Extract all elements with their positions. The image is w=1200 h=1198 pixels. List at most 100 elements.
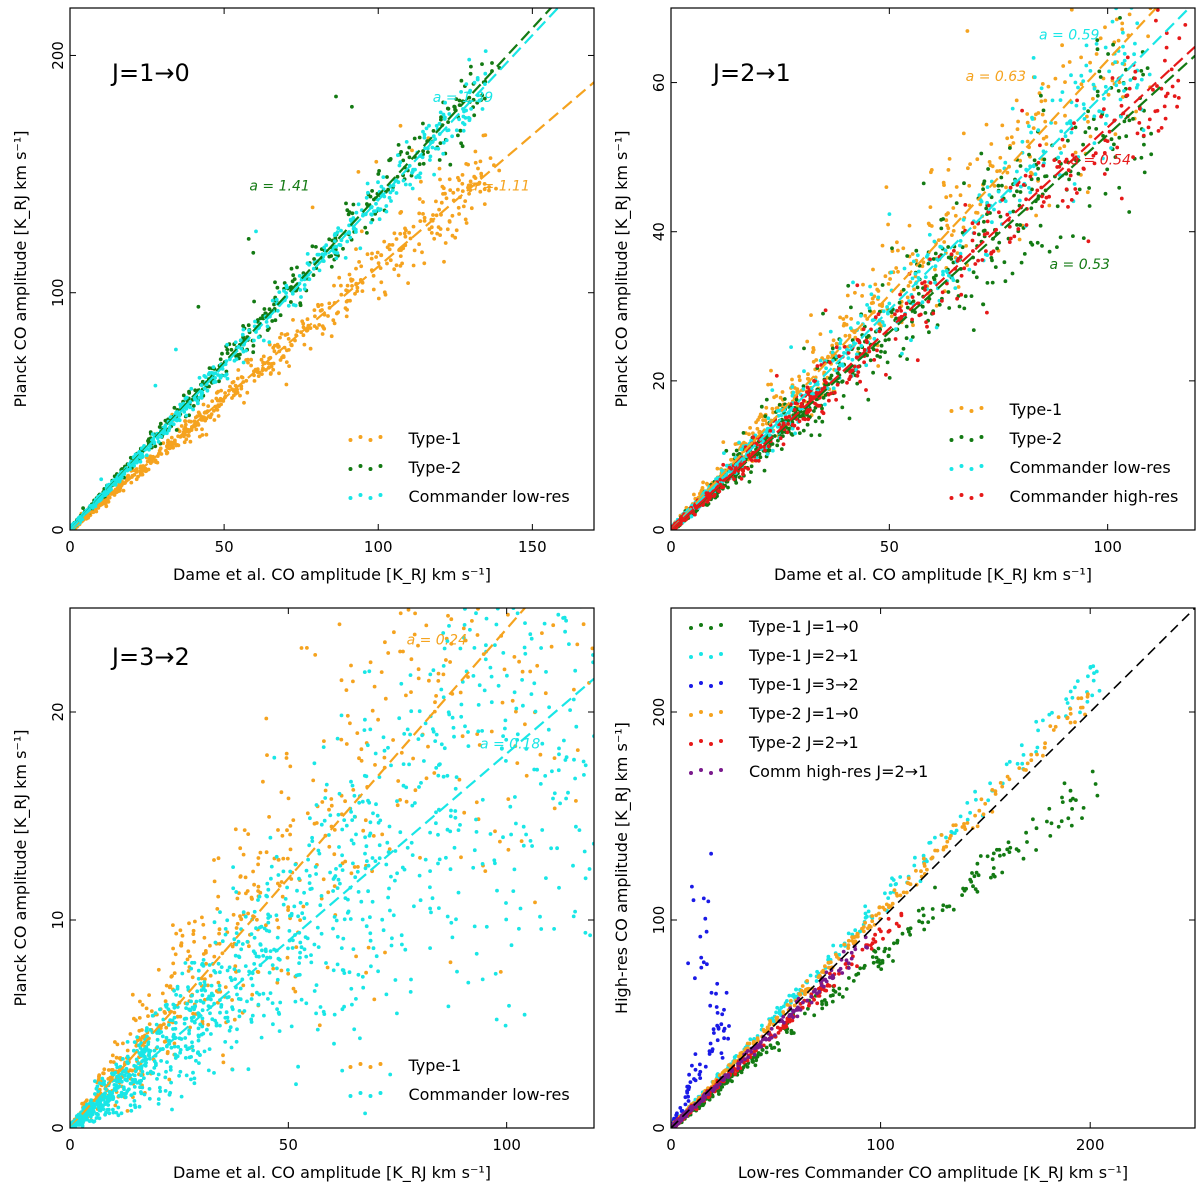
data-point: [1103, 45, 1108, 50]
data-point: [241, 327, 246, 332]
data-point: [968, 162, 972, 167]
data-point: [439, 200, 444, 205]
data-point: [775, 409, 780, 413]
data-point: [923, 284, 928, 289]
data-point: [409, 657, 414, 662]
data-point: [405, 151, 410, 156]
data-point: [1039, 86, 1044, 91]
data-point: [177, 411, 182, 415]
data-point: [1141, 133, 1146, 138]
data-point: [234, 354, 239, 359]
data-point: [734, 448, 739, 453]
data-point: [910, 335, 915, 339]
data-point: [1127, 118, 1132, 123]
data-point: [264, 923, 268, 928]
data-point: [984, 206, 989, 211]
data-point: [216, 414, 221, 418]
data-point: [256, 335, 261, 340]
data-point: [1072, 121, 1076, 125]
data-point: [286, 905, 291, 910]
data-point: [963, 294, 968, 299]
data-point: [236, 368, 241, 372]
data-point: [1007, 240, 1012, 245]
data-point: [779, 447, 784, 451]
data-point: [1106, 92, 1111, 97]
data-point: [964, 244, 968, 248]
data-point: [1116, 38, 1121, 43]
data-point: [906, 284, 911, 288]
data-point: [1027, 124, 1031, 129]
data-point: [246, 832, 251, 836]
data-point: [769, 382, 773, 387]
data-point: [947, 273, 951, 278]
data-point: [1057, 160, 1062, 164]
legend-marker: [358, 493, 363, 497]
data-point: [244, 348, 248, 353]
legend-item: Commander low-res: [348, 487, 570, 506]
data-point: [921, 260, 926, 265]
legend-item: Commander high-res: [949, 487, 1178, 506]
data-point: [293, 989, 298, 994]
data-point: [886, 282, 891, 286]
data-point: [114, 1055, 119, 1060]
data-point: [765, 452, 770, 456]
data-point: [747, 432, 751, 437]
data-point: [1082, 117, 1087, 121]
data-point: [482, 182, 487, 186]
data-point: [538, 752, 543, 757]
data-point: [838, 315, 842, 320]
data-point: [390, 243, 395, 247]
data-point: [901, 246, 906, 251]
slope-annotation: a = 0.63: [966, 69, 1026, 85]
data-point: [901, 346, 906, 351]
data-point: [382, 755, 387, 760]
data-point: [278, 313, 283, 318]
data-point: [174, 347, 178, 352]
legend-item: Type-1: [348, 429, 461, 448]
data-point: [438, 110, 443, 115]
data-point: [1042, 157, 1047, 162]
legend-marker: [949, 496, 954, 500]
data-point: [373, 763, 377, 767]
data-point: [1175, 104, 1179, 109]
data-point: [1086, 239, 1091, 244]
data-point: [845, 293, 850, 298]
data-point: [905, 305, 910, 310]
data-point: [160, 991, 165, 996]
data-point: [441, 140, 446, 145]
data-point: [1177, 36, 1182, 41]
data-point: [1061, 64, 1066, 68]
data-point: [954, 185, 959, 189]
panel-label: J=2→1: [711, 59, 791, 87]
data-point: [284, 360, 289, 364]
data-point: [889, 314, 894, 319]
data-point: [1036, 160, 1041, 165]
data-point: [963, 203, 968, 207]
data-point: [301, 904, 306, 909]
data-point: [727, 465, 732, 470]
data-point: [137, 1016, 142, 1020]
data-point: [805, 390, 809, 395]
data-point: [408, 182, 412, 187]
data-point: [422, 132, 427, 137]
data-point: [246, 237, 251, 241]
data-point: [150, 432, 155, 436]
data-point: [543, 691, 548, 696]
data-point: [467, 191, 471, 196]
data-point: [1095, 89, 1100, 94]
data-point: [153, 383, 158, 388]
data-point: [577, 401, 581, 405]
data-point: [1088, 60, 1092, 65]
data-point: [760, 414, 765, 419]
data-point: [812, 409, 816, 413]
data-point: [1032, 158, 1037, 163]
data-point: [505, 367, 509, 371]
data-point: [452, 104, 457, 109]
data-point: [464, 108, 468, 113]
data-point: [256, 856, 261, 860]
data-point: [302, 287, 307, 291]
data-point: [493, 829, 497, 834]
data-point: [535, 368, 539, 372]
data-point: [995, 246, 999, 251]
data-point: [343, 799, 347, 804]
